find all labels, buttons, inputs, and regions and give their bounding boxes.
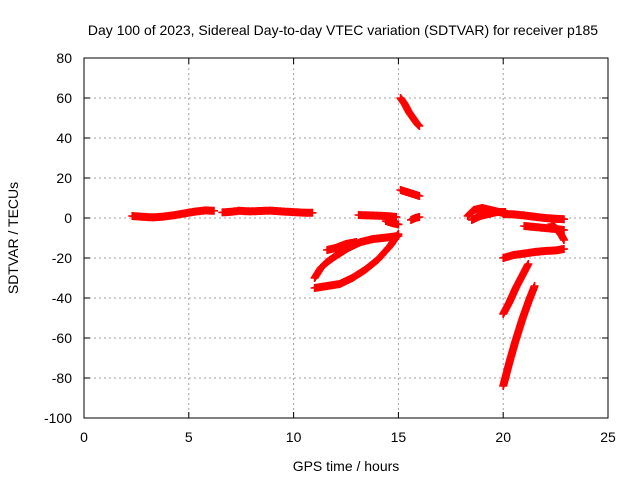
grid — [84, 58, 608, 418]
data-point — [352, 238, 361, 246]
y-tick-label: 20 — [56, 170, 72, 186]
series-arc15 — [547, 220, 568, 244]
x-axis-label: GPS time / hours — [293, 458, 400, 474]
series-arc8 — [396, 94, 424, 130]
axis-ticks: 0 5 10 15 20 25 -100 -80 -60 -40 -20 0 20 40 60 80 — [44, 50, 616, 445]
data-point — [310, 265, 325, 282]
y-tick-label: -100 — [44, 410, 72, 426]
data-point — [511, 317, 526, 344]
data-point — [360, 256, 381, 274]
series-arc18 — [499, 282, 539, 390]
chart-title: Day 100 of 2023, Sidereal Day-to-day VTE… — [88, 22, 598, 38]
data-point — [524, 260, 533, 268]
data-point — [413, 120, 423, 130]
data-point — [560, 215, 568, 224]
data-point — [331, 244, 352, 260]
series-arc1 — [128, 206, 218, 222]
data-series — [128, 94, 568, 390]
x-tick-label: 10 — [286, 429, 302, 445]
y-tick-label: -80 — [52, 370, 72, 386]
data-point — [505, 285, 520, 306]
data-point — [518, 261, 532, 280]
x-tick-label: 25 — [600, 429, 616, 445]
data-point — [373, 242, 394, 264]
data-point — [210, 206, 218, 215]
data-point — [415, 213, 424, 221]
x-tick-label: 5 — [185, 429, 193, 445]
data-point — [530, 282, 539, 290]
x-tick-label: 20 — [495, 429, 511, 445]
data-point — [308, 208, 317, 217]
y-tick-label: 40 — [56, 130, 72, 146]
series-arc10 — [407, 213, 424, 224]
series-arc13 — [499, 210, 568, 224]
data-point — [415, 192, 424, 200]
data-point — [335, 274, 356, 288]
y-tick-label: 60 — [56, 90, 72, 106]
data-point — [499, 359, 514, 390]
series-arc5 — [323, 238, 361, 254]
series-arc3 — [310, 230, 403, 292]
data-point — [505, 337, 520, 366]
y-tick-label: 0 — [64, 210, 72, 226]
series-arc6 — [354, 211, 401, 221]
series-arc2 — [218, 206, 317, 217]
data-point — [392, 213, 401, 221]
x-tick-label: 0 — [80, 429, 88, 445]
data-point — [511, 273, 526, 292]
data-point — [560, 236, 568, 244]
data-point — [348, 266, 368, 282]
data-point — [394, 232, 403, 240]
plot-frame — [83, 57, 609, 419]
y-tick-label: -20 — [52, 250, 72, 266]
series-arc9 — [396, 186, 424, 200]
data-point — [518, 299, 532, 324]
y-tick-label: 80 — [56, 50, 72, 66]
series-arc4 — [310, 232, 403, 282]
y-tick-label: -60 — [52, 330, 72, 346]
series-arc16 — [499, 245, 568, 262]
x-tick-label: 15 — [391, 429, 407, 445]
data-point — [394, 220, 403, 229]
data-point — [560, 245, 568, 253]
series-arc7 — [381, 217, 403, 229]
data-point — [499, 299, 513, 318]
series-arc17 — [499, 260, 533, 318]
data-point — [415, 122, 424, 130]
y-tick-label: -40 — [52, 290, 72, 306]
y-axis-label: SDTVAR / TECUs — [5, 182, 21, 294]
